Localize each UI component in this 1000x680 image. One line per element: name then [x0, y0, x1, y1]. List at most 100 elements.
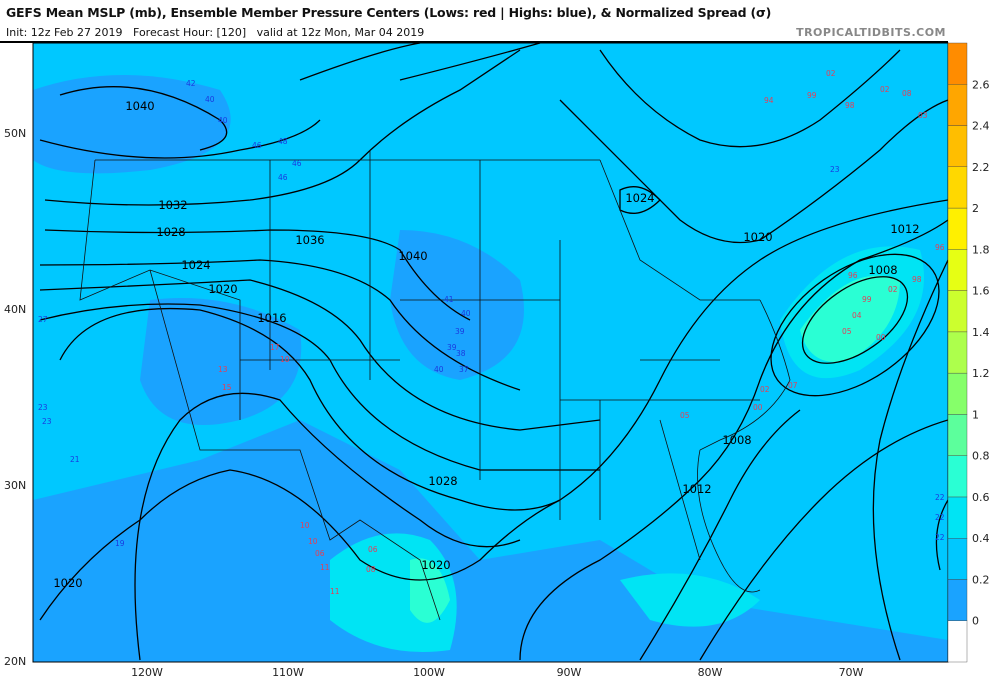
low-pressure-center: 11: [320, 563, 330, 572]
high-pressure-center: 37: [459, 365, 469, 374]
high-pressure-center: 22: [935, 493, 945, 502]
colorbar-tick-label: 1.6: [972, 285, 990, 298]
high-pressure-center: 41: [444, 295, 454, 304]
spread-shading: [33, 43, 948, 652]
low-pressure-center: 10: [280, 355, 290, 364]
colorbar-tick-label: 0.4: [972, 532, 990, 545]
isobar-label: 1028: [156, 225, 185, 239]
colorbar-bin: [947, 414, 968, 456]
colorbar-bin: [947, 125, 968, 167]
longitude-label: 110W: [272, 666, 304, 679]
low-pressure-center: 02: [760, 385, 770, 394]
colorbar-tick-label: 0.8: [972, 450, 990, 463]
low-pressure-center: 99: [862, 295, 872, 304]
high-pressure-center: 40: [434, 365, 444, 374]
isobar-label: 1028: [428, 474, 457, 488]
colorbar-bin: [947, 166, 968, 209]
latitude-label: 50N: [4, 127, 26, 140]
high-pressure-center: 48: [278, 137, 288, 146]
high-pressure-center: 40: [205, 95, 215, 104]
isobar-label: 1040: [398, 249, 427, 263]
colorbar-bin: [947, 290, 968, 333]
high-pressure-center: 39: [447, 343, 457, 352]
spread-colorbar: 2.6 2.4 2.2 2 1.8 1.6 1.4 1.2 1 0.8 0.6 0.4 0.2 0: [947, 42, 990, 663]
low-pressure-center: 05: [680, 411, 690, 420]
latitude-label: 40N: [4, 303, 26, 316]
low-pressure-center: 96: [935, 243, 945, 252]
site-watermark: TROPICALTIDBITS.COM: [796, 26, 946, 39]
isobar-label: 1040: [125, 99, 154, 113]
longitude-label: 90W: [557, 666, 582, 679]
latitude-label: 30N: [4, 479, 26, 492]
low-pressure-center: 03: [918, 111, 928, 120]
low-pressure-center: 11: [330, 587, 340, 596]
low-pressure-center: 10: [308, 537, 318, 546]
low-pressure-center: 08: [902, 89, 912, 98]
high-pressure-center: 38: [456, 349, 466, 358]
colorbar-bin: [947, 455, 968, 498]
isobar-label: 1036: [295, 233, 324, 247]
forecast-info: Init: 12z Feb 27 2019 Forecast Hour: [12…: [6, 26, 425, 39]
low-pressure-center: 99: [807, 91, 817, 100]
map-title: GEFS Mean MSLP (mb), Ensemble Member Pre…: [6, 5, 772, 20]
isobar-label: 1020: [421, 558, 450, 572]
high-pressure-center: 22: [935, 513, 945, 522]
state-and-country-borders: [79, 150, 791, 621]
low-pressure-center: 02: [826, 69, 836, 78]
colorbar-bin: [947, 249, 968, 291]
colorbar-bin: [947, 579, 968, 621]
isobar-label: 1020: [53, 576, 82, 590]
low-pressure-center: 06: [315, 549, 325, 558]
colorbar-bin: [947, 538, 968, 580]
longitude-label: 80W: [698, 666, 723, 679]
latitude-label: 20N: [4, 655, 26, 668]
isobar-label: 1012: [890, 222, 919, 236]
low-pressure-center: 02: [880, 85, 890, 94]
colorbar-tick-label: 1: [972, 408, 979, 421]
high-pressure-center: 19: [115, 539, 125, 548]
low-pressure-center: 96: [848, 271, 858, 280]
colorbar-bin: [947, 42, 968, 85]
colorbar-tick-label: 0.6: [972, 491, 990, 504]
high-pressure-center: 22: [935, 533, 945, 542]
high-pressure-center: 21: [70, 455, 80, 464]
low-pressure-center: 06: [368, 545, 378, 554]
low-pressure-center: 15: [222, 383, 232, 392]
isobars: [39, 43, 948, 661]
high-pressure-center: 23: [38, 403, 48, 412]
colorbar-tick-label: 0: [972, 615, 979, 628]
high-pressure-center: 27: [38, 315, 48, 324]
low-pressure-center: 98: [845, 101, 855, 110]
low-pressure-center: 00: [753, 403, 763, 412]
isobar-label: 1008: [722, 433, 751, 447]
colorbar-bin: [947, 620, 968, 663]
isobar-label: 1012: [682, 482, 711, 496]
colorbar-tick-label: 1.4: [972, 326, 990, 339]
colorbar-bin: [947, 496, 968, 539]
high-pressure-center: 46: [292, 159, 302, 168]
low-pressure-center: 13: [218, 365, 228, 374]
colorbar-tick-label: 2.2: [972, 161, 990, 174]
isobar-label: 1020: [208, 282, 237, 296]
header-divider: [0, 41, 948, 43]
high-pressure-center: 23: [42, 417, 52, 426]
isobar-label: 1020: [743, 230, 772, 244]
colorbar-bin: [947, 84, 968, 126]
colorbar-tick-label: 2: [972, 202, 979, 215]
low-pressure-center: 05: [842, 327, 852, 336]
high-pressure-center: 40: [461, 309, 471, 318]
low-pressure-center: 02: [888, 285, 898, 294]
isobar-label: 1024: [181, 258, 210, 272]
high-pressure-center: 46: [252, 141, 262, 150]
colorbar-tick-label: 1.2: [972, 367, 990, 380]
low-pressure-center: 08: [366, 565, 376, 574]
high-pressure-center: 39: [455, 327, 465, 336]
colorbar-tick-label: 2.4: [972, 120, 990, 133]
isobar-label: 1032: [158, 198, 187, 212]
low-pressure-center: 17: [270, 343, 280, 352]
low-pressure-center: 00: [876, 333, 886, 342]
colorbar-bin: [947, 372, 968, 415]
longitude-label: 100W: [413, 666, 445, 679]
low-pressure-center: 98: [912, 275, 922, 284]
